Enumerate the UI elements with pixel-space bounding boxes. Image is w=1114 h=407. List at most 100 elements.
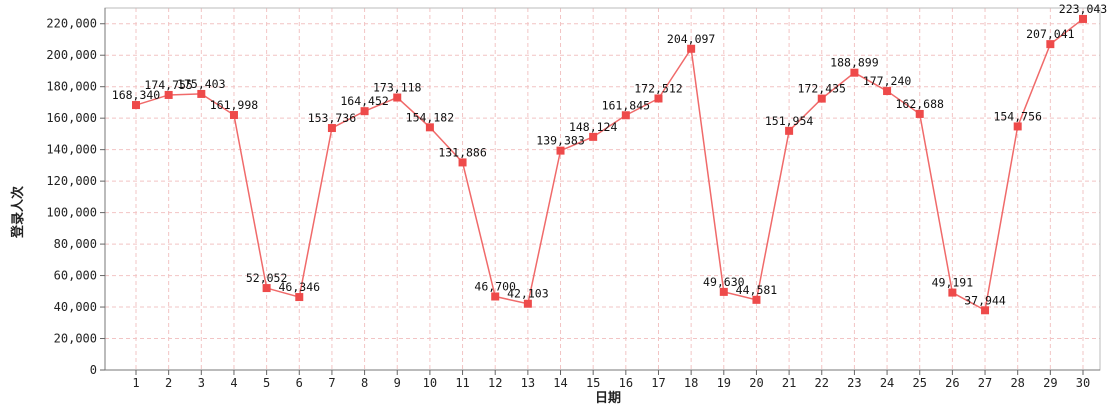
data-point-label: 204,097 [667,32,716,46]
x-tick-label: 17 [651,376,665,390]
x-tick-label: 27 [978,376,992,390]
data-point-label: 223,043 [1059,2,1108,16]
x-tick-label: 16 [619,376,633,390]
data-point-marker [948,288,957,297]
data-point-marker [915,109,924,118]
data-point-marker [883,87,892,96]
y-tick-label: 40,000 [54,300,97,314]
x-tick-label: 11 [455,376,469,390]
x-tick-label: 20 [749,376,763,390]
x-tick-label: 23 [847,376,861,390]
data-point-label: 162,688 [895,97,944,111]
x-tick-label: 14 [553,376,567,390]
data-point-label: 131,886 [438,145,487,159]
data-point-marker [229,111,238,120]
plot-frame [104,7,1101,371]
data-point-label: 175,403 [177,77,226,91]
data-point-label: 49,630 [703,275,745,289]
data-point-marker [589,132,598,141]
series-polyline [135,18,1084,312]
data-point-marker [458,158,467,167]
y-tick-label: 180,000 [46,80,97,94]
x-tick-label: 8 [361,376,368,390]
data-point-label: 44,581 [736,283,778,297]
data-point-label: 52,052 [246,271,288,285]
axes [104,7,1101,371]
data-point-label: 154,182 [406,110,454,124]
data-point-marker [197,89,206,98]
x-axis-ticks: 1 2 3 4 5 6 7 8 9 10 11 12 13 14 15 16 17 18 19 20 21 22 23 24 2… [132,370,1090,390]
data-point-label: 172,512 [634,81,682,95]
x-tick-label: 26 [945,376,959,390]
x-axis-title: 日期 [595,391,621,406]
x-tick-label: 6 [296,376,303,390]
x-tick-label: 9 [394,376,401,390]
data-point-label: 164,452 [340,94,388,108]
x-tick-label: 3 [198,376,205,390]
data-point-label: 188,899 [830,56,879,70]
data-point-label: 172,435 [798,82,846,96]
x-tick-label: 21 [782,376,796,390]
y-tick-label: 200,000 [46,48,97,62]
data-point-label: 151,954 [765,114,814,128]
x-tick-label: 10 [423,376,437,390]
data-point-marker [1013,122,1022,131]
grid-lines [105,8,1100,370]
data-point-label: 148,124 [569,120,618,134]
data-point-label: 168,340 [112,88,161,102]
x-tick-label: 15 [586,376,600,390]
y-tick-label: 140,000 [46,143,97,157]
x-tick-label: 28 [1010,376,1024,390]
y-axis-ticks: 0 20,000 40,000 60,000 80,000 100,000 120,000 1… [46,17,105,377]
x-tick-label: 18 [684,376,698,390]
data-point-label: 154,756 [993,109,1042,123]
data-point-marker [262,284,271,293]
data-point-marker [1079,14,1087,23]
data-point-marker [164,90,173,99]
x-tick-label: 24 [880,376,894,390]
x-tick-label: 2 [165,376,172,390]
x-tick-label: 25 [912,376,926,390]
y-tick-label: 80,000 [54,237,97,251]
data-point-marker [785,126,794,135]
y-tick-label: 120,000 [46,174,97,188]
data-point-label: 161,845 [602,98,650,112]
data-point-marker [132,101,140,110]
x-tick-label: 4 [230,376,237,390]
data-point-label: 42,103 [507,287,549,301]
data-point-marker [523,299,532,308]
data-point-marker [425,123,434,132]
data-point-marker [393,93,402,102]
data-point-label: 207,041 [1026,27,1075,41]
data-point-marker [719,287,728,296]
y-tick-label: 220,000 [46,17,97,31]
data-point-marker [1046,40,1055,49]
data-point-label: 173,118 [373,81,422,95]
y-axis-title: 登录人次 [10,186,26,239]
data-point-label: 46,346 [279,280,321,294]
data-point-marker [327,124,336,133]
y-tick-label: 60,000 [54,269,97,283]
data-point-label: 46,700 [474,279,516,293]
data-markers [132,14,1087,315]
data-point-marker [654,94,663,103]
y-tick-label: 160,000 [46,111,97,125]
x-tick-label: 13 [521,376,535,390]
y-tick-label: 100,000 [46,206,97,220]
x-tick-label: 29 [1043,376,1057,390]
series-line [135,18,1084,312]
x-tick-label: 7 [328,376,335,390]
data-point-marker [491,292,500,301]
data-point-marker [295,293,304,302]
data-point-label: 139,383 [536,134,585,148]
data-point-marker [752,295,761,304]
data-point-marker [360,107,369,116]
x-tick-label: 5 [263,376,270,390]
data-point-label: 37,944 [964,293,1006,307]
data-point-marker [556,146,565,155]
data-point-label: 161,998 [210,98,259,112]
data-point-label: 174,755 [144,78,192,92]
y-tick-label: 20,000 [54,332,97,346]
